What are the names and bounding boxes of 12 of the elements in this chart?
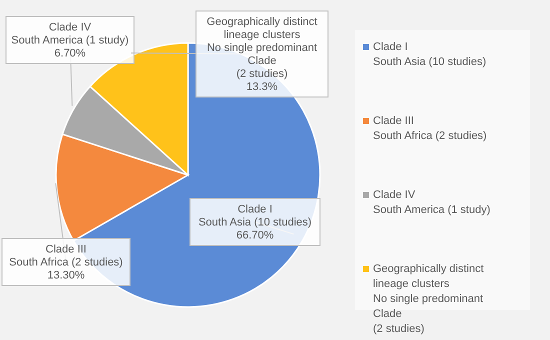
legend-label: Clade IV South America (1 study) [373, 188, 490, 218]
slice-label: Geographically distinct lineage clusters No single predominant Clade (2 studies) [206, 16, 318, 80]
data-label: 6.70% [54, 48, 86, 60]
legend-label: Geographically distinct lineage clusters No single predominant Clade (2 studies) [373, 262, 484, 337]
slice-label: Clade I South Asia (10 studies) [198, 204, 312, 228]
slice-label: Clade IV South America (1 study) [11, 22, 129, 46]
data-label: 66.70% [236, 230, 274, 242]
data-label: 13.3% [246, 81, 278, 93]
legend-label: Clade I South Asia (10 studies) [373, 40, 486, 70]
slice-label: Clade III South Africa (2 studies) [9, 244, 123, 268]
legend-label: Clade III South Africa (2 studies) [373, 114, 487, 144]
data-label: 13.30% [47, 270, 85, 282]
